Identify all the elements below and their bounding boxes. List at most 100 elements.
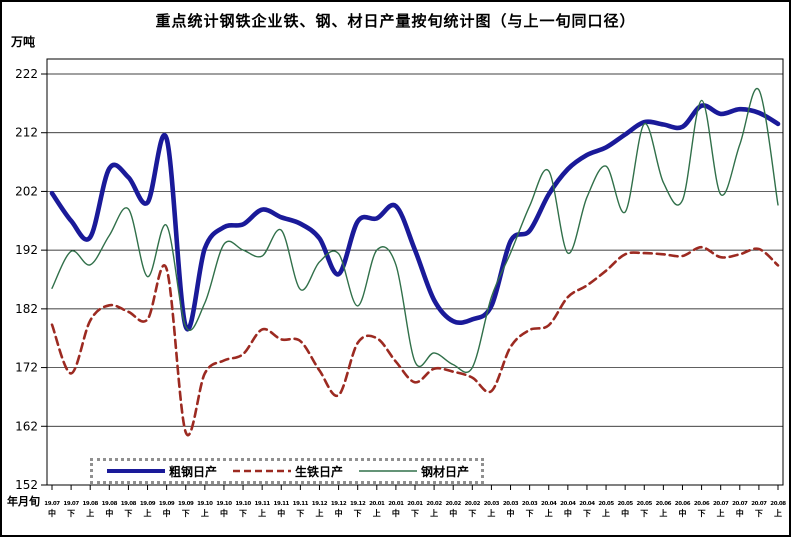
x-tick-period-label: 中 bbox=[678, 508, 686, 518]
y-tick-label: 182 bbox=[15, 302, 38, 316]
x-tick-period-label: 上 bbox=[545, 508, 553, 518]
x-tick-yearmonth-label: 19.09 bbox=[178, 501, 194, 507]
x-tick-period-label: 上 bbox=[774, 508, 782, 518]
x-tick-yearmonth-label: 20.04 bbox=[541, 501, 557, 507]
x-tick-yearmonth-label: 20.06 bbox=[656, 501, 672, 507]
x-tick-yearmonth-label: 19.12 bbox=[312, 501, 328, 507]
y-tick-label: 172 bbox=[15, 361, 38, 375]
series-pig-iron-line bbox=[50, 245, 780, 437]
x-tick-yearmonth-label: 20.03 bbox=[522, 501, 538, 507]
x-axis-name-label: 年月旬 bbox=[7, 495, 40, 508]
x-tick-yearmonth-label: 19.10 bbox=[216, 501, 232, 507]
x-tick-yearmonth-label: 20.05 bbox=[598, 501, 614, 507]
x-tick-yearmonth-label: 20.04 bbox=[579, 501, 595, 507]
x-tick-yearmonth-label: 19.09 bbox=[159, 501, 175, 507]
x-tick-period-label: 上 bbox=[487, 508, 495, 518]
x-tick-period-label: 上 bbox=[717, 508, 725, 518]
x-tick-yearmonth-label: 20.05 bbox=[637, 501, 653, 507]
x-tick-period-label: 下 bbox=[755, 509, 763, 518]
x-tick-yearmonth-label: 20.04 bbox=[560, 501, 576, 507]
y-tick-label: 212 bbox=[15, 126, 38, 140]
x-tick-yearmonth-label: 20.06 bbox=[675, 501, 691, 507]
x-tick-period-label: 下 bbox=[182, 509, 190, 518]
x-tick-yearmonth-label: 20.01 bbox=[388, 501, 404, 507]
x-tick-period-label: 下 bbox=[67, 509, 75, 518]
series-rolled-steel-line bbox=[51, 87, 779, 373]
x-tick-period-label: 中 bbox=[736, 508, 744, 518]
x-tick-period-label: 中 bbox=[277, 508, 285, 518]
x-tick-period-label: 中 bbox=[564, 508, 572, 518]
legend-item-pig-iron: 生铁日产 bbox=[231, 463, 343, 480]
x-tick-period-label: 中 bbox=[335, 508, 343, 518]
x-tick-period-label: 上 bbox=[430, 508, 438, 518]
x-tick-period-label: 下 bbox=[640, 509, 648, 518]
y-tick-label: 192 bbox=[15, 243, 38, 257]
x-tick-yearmonth-label: 20.06 bbox=[694, 501, 710, 507]
x-tick-yearmonth-label: 20.02 bbox=[426, 501, 442, 507]
series-crude-steel-line bbox=[49, 103, 781, 332]
x-tick-period-label: 下 bbox=[583, 509, 591, 518]
x-tick-yearmonth-label: 19.11 bbox=[274, 501, 290, 507]
x-tick-yearmonth-label: 19.08 bbox=[102, 501, 118, 507]
y-tick-label: 162 bbox=[15, 419, 38, 433]
x-tick-yearmonth-label: 19.10 bbox=[235, 501, 251, 507]
x-tick-yearmonth-label: 20.03 bbox=[484, 501, 500, 507]
x-tick-period-label: 中 bbox=[163, 508, 171, 518]
y-tick-label: 222 bbox=[15, 67, 38, 81]
x-tick-period-label: 下 bbox=[698, 509, 706, 518]
x-tick-period-label: 上 bbox=[373, 508, 381, 518]
x-tick-yearmonth-label: 19.07 bbox=[44, 501, 60, 507]
x-tick-yearmonth-label: 19.08 bbox=[83, 501, 99, 507]
x-tick-yearmonth-label: 19.08 bbox=[121, 501, 137, 507]
legend-label-pig-iron: 生铁日产 bbox=[295, 464, 344, 479]
legend-label-rolled-steel: 钢材日产 bbox=[421, 464, 470, 479]
x-tick-yearmonth-label: 20.03 bbox=[503, 501, 519, 507]
legend-label-crude-steel: 粗钢日产 bbox=[169, 464, 218, 479]
x-tick-yearmonth-label: 19.11 bbox=[254, 501, 270, 507]
x-tick-period-label: 下 bbox=[411, 509, 419, 518]
y-tick-label: 152 bbox=[15, 478, 38, 492]
x-tick-yearmonth-label: 20.07 bbox=[713, 501, 729, 507]
x-tick-period-label: 中 bbox=[220, 508, 228, 518]
x-tick-yearmonth-label: 19.09 bbox=[140, 501, 156, 507]
x-tick-yearmonth-label: 20.02 bbox=[465, 501, 481, 507]
x-tick-period-label: 下 bbox=[124, 509, 132, 518]
x-tick-period-label: 上 bbox=[86, 508, 94, 518]
x-tick-yearmonth-label: 19.12 bbox=[331, 501, 347, 507]
legend-item-crude-steel: 粗钢日产 bbox=[105, 463, 217, 480]
x-tick-period-label: 中 bbox=[449, 508, 457, 518]
x-tick-period-label: 中 bbox=[392, 508, 400, 518]
x-tick-period-label: 下 bbox=[354, 509, 362, 518]
y-axis: 152 162 172 182 192 202 212 222 bbox=[15, 67, 47, 492]
x-tick-period-label: 上 bbox=[659, 508, 667, 518]
x-tick-period-label: 上 bbox=[315, 508, 323, 518]
pig-iron-line-sample bbox=[233, 469, 292, 473]
chart-title: 重点统计钢铁企业铁、钢、材日产量按旬统计图（与上一旬同口径） bbox=[155, 12, 636, 30]
x-tick-period-label: 上 bbox=[602, 508, 610, 518]
x-tick-period-label: 上 bbox=[144, 508, 152, 518]
legend-box: 粗钢日产 生铁日产 钢材日产 bbox=[90, 458, 485, 484]
x-tick-yearmonth-label: 19.07 bbox=[63, 501, 79, 507]
x-tick-yearmonth-label: 20.02 bbox=[446, 501, 462, 507]
x-tick-period-label: 下 bbox=[296, 509, 304, 518]
x-tick-period-label: 上 bbox=[258, 508, 266, 518]
x-tick-yearmonth-label: 20.01 bbox=[369, 501, 385, 507]
x-tick-yearmonth-label: 20.01 bbox=[407, 501, 423, 507]
x-tick-yearmonth-label: 20.07 bbox=[732, 501, 748, 507]
x-tick-period-label: 中 bbox=[48, 508, 56, 518]
x-tick-yearmonth-label: 19.11 bbox=[293, 501, 309, 507]
y-tick-label: 202 bbox=[15, 184, 38, 198]
y-axis-unit-label: 万吨 bbox=[11, 35, 36, 49]
x-tick-period-label: 中 bbox=[621, 508, 629, 518]
x-tick-yearmonth-label: 20.08 bbox=[770, 501, 786, 507]
x-tick-yearmonth-label: 20.05 bbox=[617, 501, 633, 507]
x-tick-period-label: 下 bbox=[526, 509, 534, 518]
plot-border bbox=[46, 58, 784, 486]
x-axis: 19.07中19.07下19.08上19.08中19.08下19.09上19.0… bbox=[44, 485, 787, 518]
crude-steel-line-sample bbox=[107, 469, 165, 473]
x-tick-yearmonth-label: 19.12 bbox=[350, 501, 366, 507]
x-tick-period-label: 下 bbox=[468, 509, 476, 518]
rolled-steel-line-sample bbox=[359, 470, 418, 472]
x-tick-period-label: 中 bbox=[105, 508, 113, 518]
